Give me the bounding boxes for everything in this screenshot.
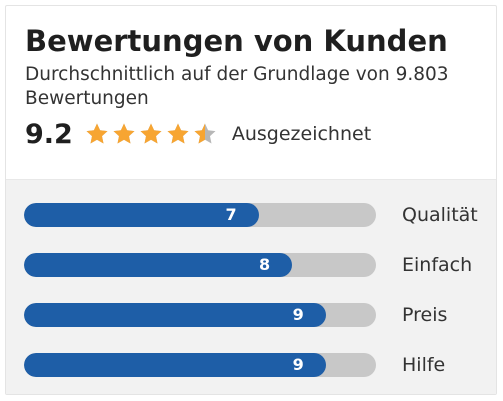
rating-fill [24,303,326,327]
rating-track: 9 [24,303,376,327]
reviews-header: Bewertungen von Kunden Durchschnittlich … [6,6,496,179]
rating-category-label: Qualität [402,204,478,226]
star-rating [85,122,220,146]
star-icon [86,123,108,144]
rating-track: 7 [24,203,376,227]
reviews-title: Bewertungen von Kunden [25,24,448,58]
overall-score: 9.2 [25,118,73,150]
rating-track: 9 [24,353,376,377]
rating-fill [24,353,326,377]
rating-fill [24,253,293,277]
rating-category-label: Einfach [402,254,473,276]
rating-track: 8 [24,253,376,277]
rating-value: 8 [259,255,271,274]
rating-value: 7 [225,205,237,224]
rating-row-quality: 7 Qualität [6,202,496,228]
rating-value: 9 [292,305,304,324]
star-icon [140,123,162,144]
rating-value: 9 [292,355,304,374]
reviews-card: Bewertungen von Kunden Durchschnittlich … [5,5,497,395]
star-icon [194,123,216,144]
rating-label: Ausgezeichnet [231,123,372,145]
star-icon [113,123,135,144]
rating-category-label: Preis [402,304,448,326]
rating-row-ease: 8 Einfach [6,252,496,278]
reviews-subtitle: Durchschnittlich auf der Grundlage von 9… [25,64,449,109]
rating-category-label: Hilfe [402,354,446,376]
overall-rating: 9.2 Ausgezeichnet [25,117,496,151]
category-ratings: 7 Qualität 8 Einfach 9 Preis 9 Hilfe [6,179,496,394]
rating-row-price: 9 Preis [6,302,496,328]
star-icon [167,123,189,144]
rating-fill [24,203,259,227]
rating-row-help: 9 Hilfe [6,352,496,378]
